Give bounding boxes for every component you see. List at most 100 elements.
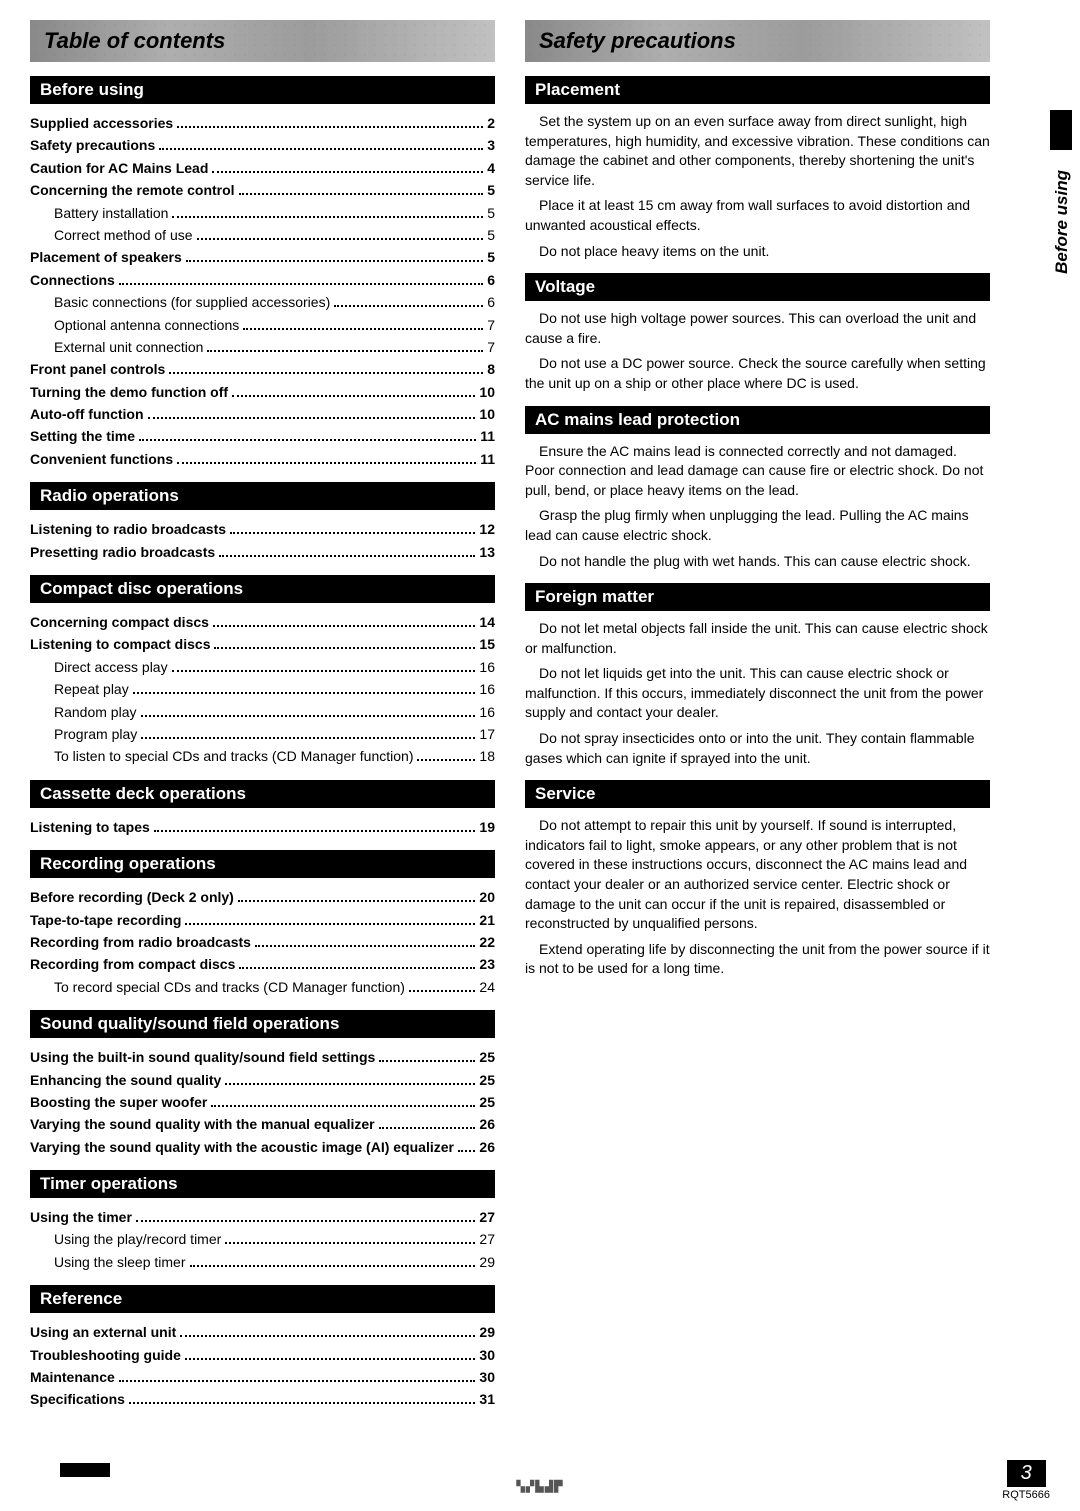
- toc-entry: Optional antenna connections7: [30, 314, 495, 336]
- toc-leader-dots: [225, 1083, 475, 1085]
- toc-entry-page: 24: [479, 976, 495, 998]
- safety-paragraph: Ensure the AC mains lead is connected co…: [525, 442, 990, 501]
- toc-entry: Listening to compact discs 15: [30, 633, 495, 655]
- toc-entry-page: 20: [479, 886, 495, 908]
- toc-leader-dots: [232, 395, 475, 397]
- toc-leader-dots: [159, 148, 483, 150]
- toc-entry: Correct method of use 5: [30, 224, 495, 246]
- toc-entry-label: Listening to radio broadcasts: [30, 518, 226, 540]
- toc-entry: Repeat play16: [30, 678, 495, 700]
- toc-entry-label: Boosting the super woofer: [30, 1091, 207, 1113]
- page-number-box: 3 RQT5666: [1002, 1460, 1050, 1501]
- toc-entry-page: 10: [479, 381, 495, 403]
- safety-paragraph: Set the system up on an even surface awa…: [525, 112, 990, 190]
- toc-entry-page: 5: [487, 246, 495, 268]
- safety-paragraph: Do not spray insecticides onto or into t…: [525, 729, 990, 768]
- toc-entry-label: Correct method of use: [54, 224, 193, 246]
- toc-leader-dots: [185, 923, 475, 925]
- toc-entry-label: Optional antenna connections: [54, 314, 239, 336]
- toc-entry-page: 29: [479, 1251, 495, 1273]
- footer: ▚▞▙▟▛ 3 RQT5666: [0, 1451, 1080, 1511]
- toc-entry-page: 14: [479, 611, 495, 633]
- toc-leader-dots: [119, 1380, 476, 1382]
- safety-paragraph: Do not let metal objects fall inside the…: [525, 619, 990, 658]
- toc-entry-page: 4: [487, 157, 495, 179]
- toc-entry-page: 31: [479, 1388, 495, 1410]
- toc-entry-label: Random play: [54, 701, 137, 723]
- side-tab-label: Before using: [1052, 170, 1072, 274]
- safety-paragraph: Grasp the plug firmly when unplugging th…: [525, 506, 990, 545]
- toc-leader-dots: [129, 1402, 476, 1404]
- toc-leader-dots: [212, 171, 483, 173]
- page-body: Table of contents Before usingSupplied a…: [0, 0, 1080, 1451]
- toc-entry-label: Setting the time: [30, 425, 135, 447]
- toc-entry-label: Recording from compact discs: [30, 953, 235, 975]
- toc-entry: Convenient functions11: [30, 448, 495, 470]
- toc-leader-dots: [177, 126, 483, 128]
- toc-entry-label: Before recording (Deck 2 only): [30, 886, 234, 908]
- toc-entry: Direct access play16: [30, 656, 495, 678]
- toc-entry: Using the sleep timer29: [30, 1251, 495, 1273]
- toc-entry-page: 15: [479, 633, 495, 655]
- toc-leader-dots: [239, 967, 475, 969]
- toc-entry-page: 16: [479, 701, 495, 723]
- toc-leader-dots: [238, 900, 476, 902]
- toc-entry-page: 12: [479, 518, 495, 540]
- toc-entry: Basic connections (for supplied accessor…: [30, 291, 495, 313]
- toc-entry-label: Listening to tapes: [30, 816, 150, 838]
- toc-leader-dots: [458, 1150, 475, 1152]
- toc-entry: Troubleshooting guide30: [30, 1344, 495, 1366]
- toc-leader-dots: [211, 1105, 475, 1107]
- toc-entry: Listening to tapes19: [30, 816, 495, 838]
- footer-mark: [60, 1463, 110, 1477]
- toc-entry-page: 11: [480, 425, 495, 447]
- toc-entry-label: Listening to compact discs: [30, 633, 210, 655]
- toc-entry: Using the built-in sound quality/sound f…: [30, 1046, 495, 1068]
- toc-entry-label: Caution for AC Mains Lead: [30, 157, 208, 179]
- toc-entry-page: 26: [479, 1113, 495, 1135]
- toc-entry-label: Concerning the remote control: [30, 179, 235, 201]
- toc-entry: Safety precautions3: [30, 134, 495, 156]
- toc-entry-page: 27: [479, 1206, 495, 1228]
- toc-entry-page: 5: [487, 202, 495, 224]
- toc-leader-dots: [379, 1060, 475, 1062]
- toc-entry-label: Using the built-in sound quality/sound f…: [30, 1046, 375, 1068]
- safety-section-title: AC mains lead protection: [525, 406, 990, 434]
- toc-entry-label: Varying the sound quality with the manua…: [30, 1113, 375, 1135]
- toc-leader-dots: [379, 1127, 476, 1129]
- toc-entry: Varying the sound quality with the acous…: [30, 1136, 495, 1158]
- toc-entry-page: 30: [479, 1366, 495, 1388]
- toc-entry-label: Front panel controls: [30, 358, 165, 380]
- toc-entry-label: Enhancing the sound quality: [30, 1069, 221, 1091]
- toc-entry-page: 5: [487, 224, 495, 246]
- toc-entry-page: 13: [479, 541, 495, 563]
- toc-entry: Recording from compact discs 23: [30, 953, 495, 975]
- toc-section-title: Cassette deck operations: [30, 780, 495, 808]
- toc-leader-dots: [417, 759, 475, 761]
- toc-entry-label: Specifications: [30, 1388, 125, 1410]
- toc-section-title: Recording operations: [30, 850, 495, 878]
- toc-entry-label: Program play: [54, 723, 137, 745]
- toc-leader-dots: [255, 945, 475, 947]
- toc-leader-dots: [169, 372, 483, 374]
- toc-entry: Front panel controls8: [30, 358, 495, 380]
- toc-entry-page: 5: [487, 179, 495, 201]
- toc-entry-label: Maintenance: [30, 1366, 115, 1388]
- toc-entry: Caution for AC Mains Lead 4: [30, 157, 495, 179]
- toc-leader-dots: [243, 328, 483, 330]
- document-id: RQT5666: [1002, 1489, 1050, 1501]
- toc-entry-page: 16: [479, 678, 495, 700]
- toc-entry: To listen to special CDs and tracks (CD …: [30, 745, 495, 767]
- toc-entry-label: Convenient functions: [30, 448, 173, 470]
- toc-section-title: Reference: [30, 1285, 495, 1313]
- toc-entry-page: 25: [479, 1069, 495, 1091]
- toc-entry: Setting the time 11: [30, 425, 495, 447]
- toc-entry: Using an external unit29: [30, 1321, 495, 1343]
- toc-entry: Enhancing the sound quality 25: [30, 1069, 495, 1091]
- toc-leader-dots: [180, 1335, 475, 1337]
- toc-entry-page: 23: [479, 953, 495, 975]
- toc-entry: Tape-to-tape recording21: [30, 909, 495, 931]
- toc-leader-dots: [334, 305, 483, 307]
- safety-paragraph: Extend operating life by disconnecting t…: [525, 940, 990, 979]
- toc-entry: Specifications 31: [30, 1388, 495, 1410]
